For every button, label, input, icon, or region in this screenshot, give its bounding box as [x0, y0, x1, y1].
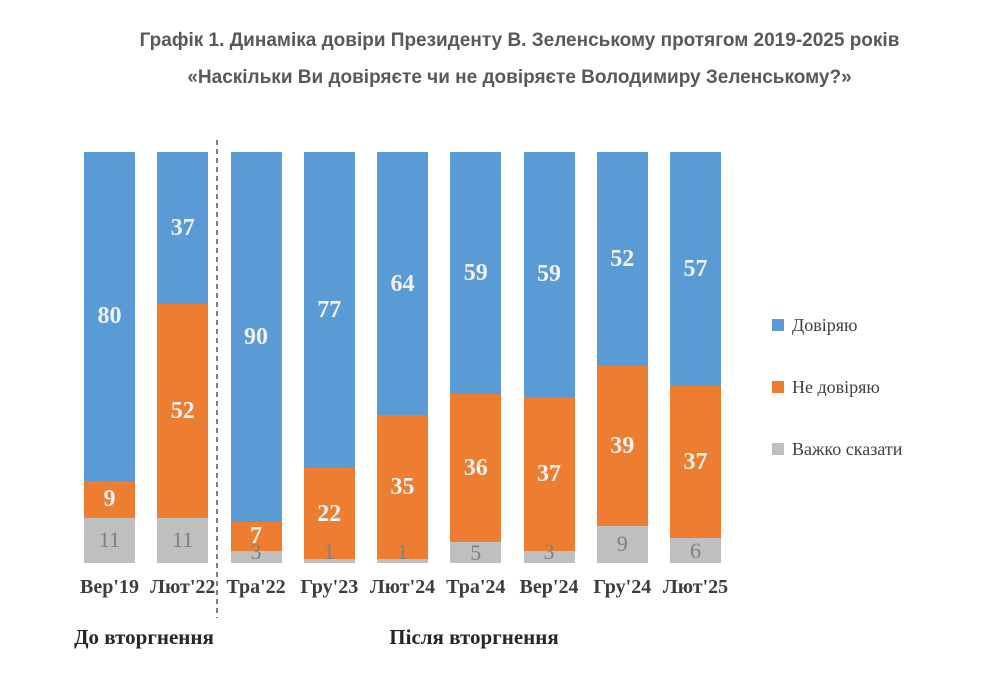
value-label: 6 — [690, 537, 701, 563]
bar-4: 77 22 1 — [303, 152, 355, 563]
segment-series3-bar9: 6 — [670, 538, 721, 563]
value-label: 77 — [317, 297, 342, 324]
value-label: 59 — [463, 260, 488, 287]
value-label: 1 — [323, 538, 335, 564]
bar-3: 90 7 3 — [230, 152, 282, 563]
segment-series3-bar2: 11 — [157, 517, 209, 563]
segment-series1-bar8: 52 — [596, 152, 648, 366]
bar-6: 59 36 5 — [450, 152, 502, 563]
legend-swatch-hard-to-say — [772, 443, 784, 455]
value-label: 9 — [103, 486, 116, 513]
x-axis-label-5: Лют'24 — [369, 576, 436, 598]
value-label: 1 — [397, 538, 408, 564]
segment-series3-bar4: 1 — [303, 540, 355, 563]
legend-item-no-trust: Не довіряю — [772, 376, 902, 398]
segment-series3-bar5: 1 — [377, 540, 428, 563]
x-axis-label-1: Вер'19 — [80, 576, 139, 598]
segment-series2-bar8: 39 — [596, 365, 648, 526]
invasion-separator-line — [216, 140, 218, 618]
segment-series1-bar6: 59 — [450, 152, 502, 395]
segment-series3-bar6: 5 — [450, 541, 502, 563]
value-label: 90 — [244, 323, 268, 350]
chart-title-line1: Графік 1. Динаміка довіри Президенту В. … — [139, 30, 900, 51]
value-label: 80 — [97, 303, 122, 330]
plot-area: 80 9 11 37 52 11 90 7 3 77 22 1 64 35 1 59 36 5 59 37 3 52 39 9… — [84, 152, 721, 563]
value-label: 5 — [470, 539, 482, 565]
value-label: 3 — [250, 538, 262, 564]
legend: Довіряю Не довіряю Важко сказати — [772, 314, 902, 500]
legend-item-trust: Довіряю — [772, 314, 902, 336]
segment-series2-bar1: 9 — [84, 480, 135, 518]
value-label: 37 — [683, 449, 708, 476]
value-label: 39 — [610, 432, 635, 459]
value-label: 7 — [250, 523, 262, 550]
segment-series2-bar2: 52 — [157, 304, 209, 518]
x-axis-labels: Вер'19 Лют'22 Тра'22 Гру'23 Лют'24 Тра'24 Вер'… — [80, 576, 729, 599]
segment-series1-bar4: 77 — [303, 152, 355, 469]
legend-item-hard-to-say: Важко сказати — [772, 438, 902, 460]
x-axis-label-3: Тра'22 — [226, 576, 286, 598]
x-axis-label-6: Тра'24 — [446, 576, 506, 598]
bar-5: 64 35 1 — [377, 152, 428, 563]
value-label: 11 — [98, 527, 121, 553]
value-label: 37 — [170, 215, 195, 242]
value-label: 52 — [610, 245, 635, 272]
segment-series1-bar1: 80 — [84, 152, 135, 481]
chart-title: Графік 1. Динаміка довіри Президенту В. … — [50, 22, 989, 96]
value-label: 64 — [390, 270, 415, 297]
group-label-after-invasion: Після вторгнення — [389, 625, 559, 649]
segment-series1-bar3: 90 — [230, 152, 282, 522]
legend-swatch-no-trust — [772, 381, 784, 393]
segment-series3-bar8: 9 — [596, 526, 648, 563]
bar-1: 80 9 11 — [84, 152, 135, 563]
value-label: 52 — [170, 397, 195, 424]
value-label: 35 — [390, 473, 415, 500]
x-axis-label-9: Лют'25 — [662, 576, 729, 598]
value-label: 9 — [616, 531, 628, 557]
value-label: 36 — [463, 455, 488, 482]
segment-series3-bar1: 11 — [84, 517, 135, 563]
segment-series2-bar7: 37 — [523, 396, 575, 551]
value-label: 22 — [317, 500, 342, 527]
bar-9: 57 37 6 — [670, 152, 721, 563]
chart-title-line2: «Наскільки Ви довіряєте чи не довіряєте … — [187, 67, 852, 88]
legend-label-trust: Довіряю — [792, 314, 858, 335]
legend-label-no-trust: Не довіряю — [792, 376, 880, 397]
bar-7: 59 37 3 — [523, 152, 575, 563]
value-label: 11 — [172, 527, 194, 553]
segment-series2-bar9: 37 — [670, 386, 721, 539]
legend-swatch-trust — [772, 319, 784, 331]
segment-series1-bar5: 64 — [377, 152, 428, 416]
segment-series2-bar3: 7 — [230, 521, 282, 551]
segment-series3-bar3: 3 — [230, 540, 282, 563]
x-axis-label-2: Лют'22 — [150, 576, 216, 598]
x-axis-label-8: Гру'24 — [593, 576, 652, 598]
segment-series2-bar6: 36 — [450, 394, 502, 543]
bar-8: 52 39 9 — [596, 152, 648, 563]
group-label-before-invasion: До вторгнення — [74, 625, 214, 649]
segment-series2-bar4: 22 — [303, 468, 355, 559]
bar-2: 37 52 11 — [157, 152, 209, 563]
segment-series1-bar7: 59 — [523, 152, 575, 397]
segment-series1-bar2: 37 — [157, 152, 209, 305]
x-axis-label-4: Гру'23 — [300, 576, 359, 598]
segment-series3-bar7: 3 — [523, 540, 575, 563]
segment-series2-bar5: 35 — [377, 415, 428, 559]
x-axis-label-7: Вер'24 — [519, 576, 579, 598]
value-label: 3 — [543, 538, 555, 564]
value-label: 37 — [537, 460, 561, 487]
value-label: 59 — [537, 261, 561, 288]
segment-series1-bar9: 57 — [670, 152, 721, 387]
legend-label-hard-to-say: Важко сказати — [792, 438, 903, 459]
value-label: 57 — [683, 256, 708, 283]
